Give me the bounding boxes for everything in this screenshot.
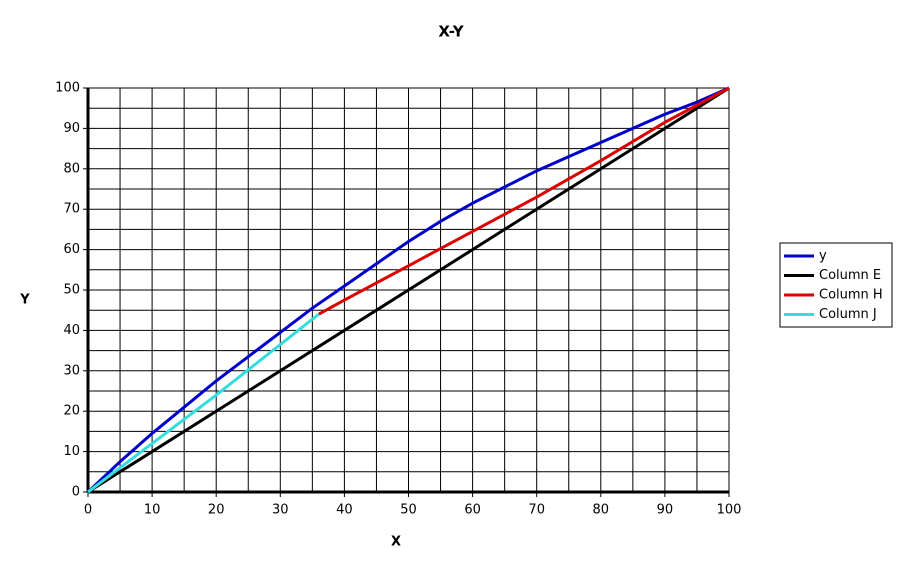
x-tick-label: 70 [528,503,545,518]
legend-label: Column E [819,268,881,283]
x-tick-label: 50 [400,503,417,518]
y-tick-label: 90 [63,121,80,136]
y-tick-label: 50 [63,283,80,298]
x-tick-label: 90 [657,503,674,518]
chart-title: X-Y [438,23,464,41]
y-tick-label: 0 [72,485,80,500]
series-line [87,313,320,494]
y-tick-label: 40 [63,323,80,338]
x-tick-label: 20 [208,503,225,518]
y-tick-label: 20 [63,404,80,419]
x-axis-label: X [391,535,401,550]
series-line [87,86,730,494]
x-tick-label: 10 [144,503,161,518]
y-tick-label: 60 [63,242,80,257]
legend-label: Column H [819,288,883,303]
x-tick-label: 100 [717,503,742,518]
series-line [86,86,730,494]
legend-label: y [819,249,827,264]
x-tick-label: 0 [84,503,92,518]
y-tick-label: 30 [63,363,80,378]
y-axis-label: Y [19,293,30,308]
legend-label: Column J [819,307,877,322]
x-tick-label: 30 [272,503,289,518]
y-tick-label: 10 [63,444,80,459]
x-tick-label: 40 [336,503,353,518]
y-tick-label: 70 [63,202,80,217]
y-tick-label: 80 [63,161,80,176]
x-tick-label: 80 [593,503,610,518]
series-line [318,86,730,316]
x-tick-label: 60 [464,503,481,518]
y-tick-label: 100 [55,81,80,96]
